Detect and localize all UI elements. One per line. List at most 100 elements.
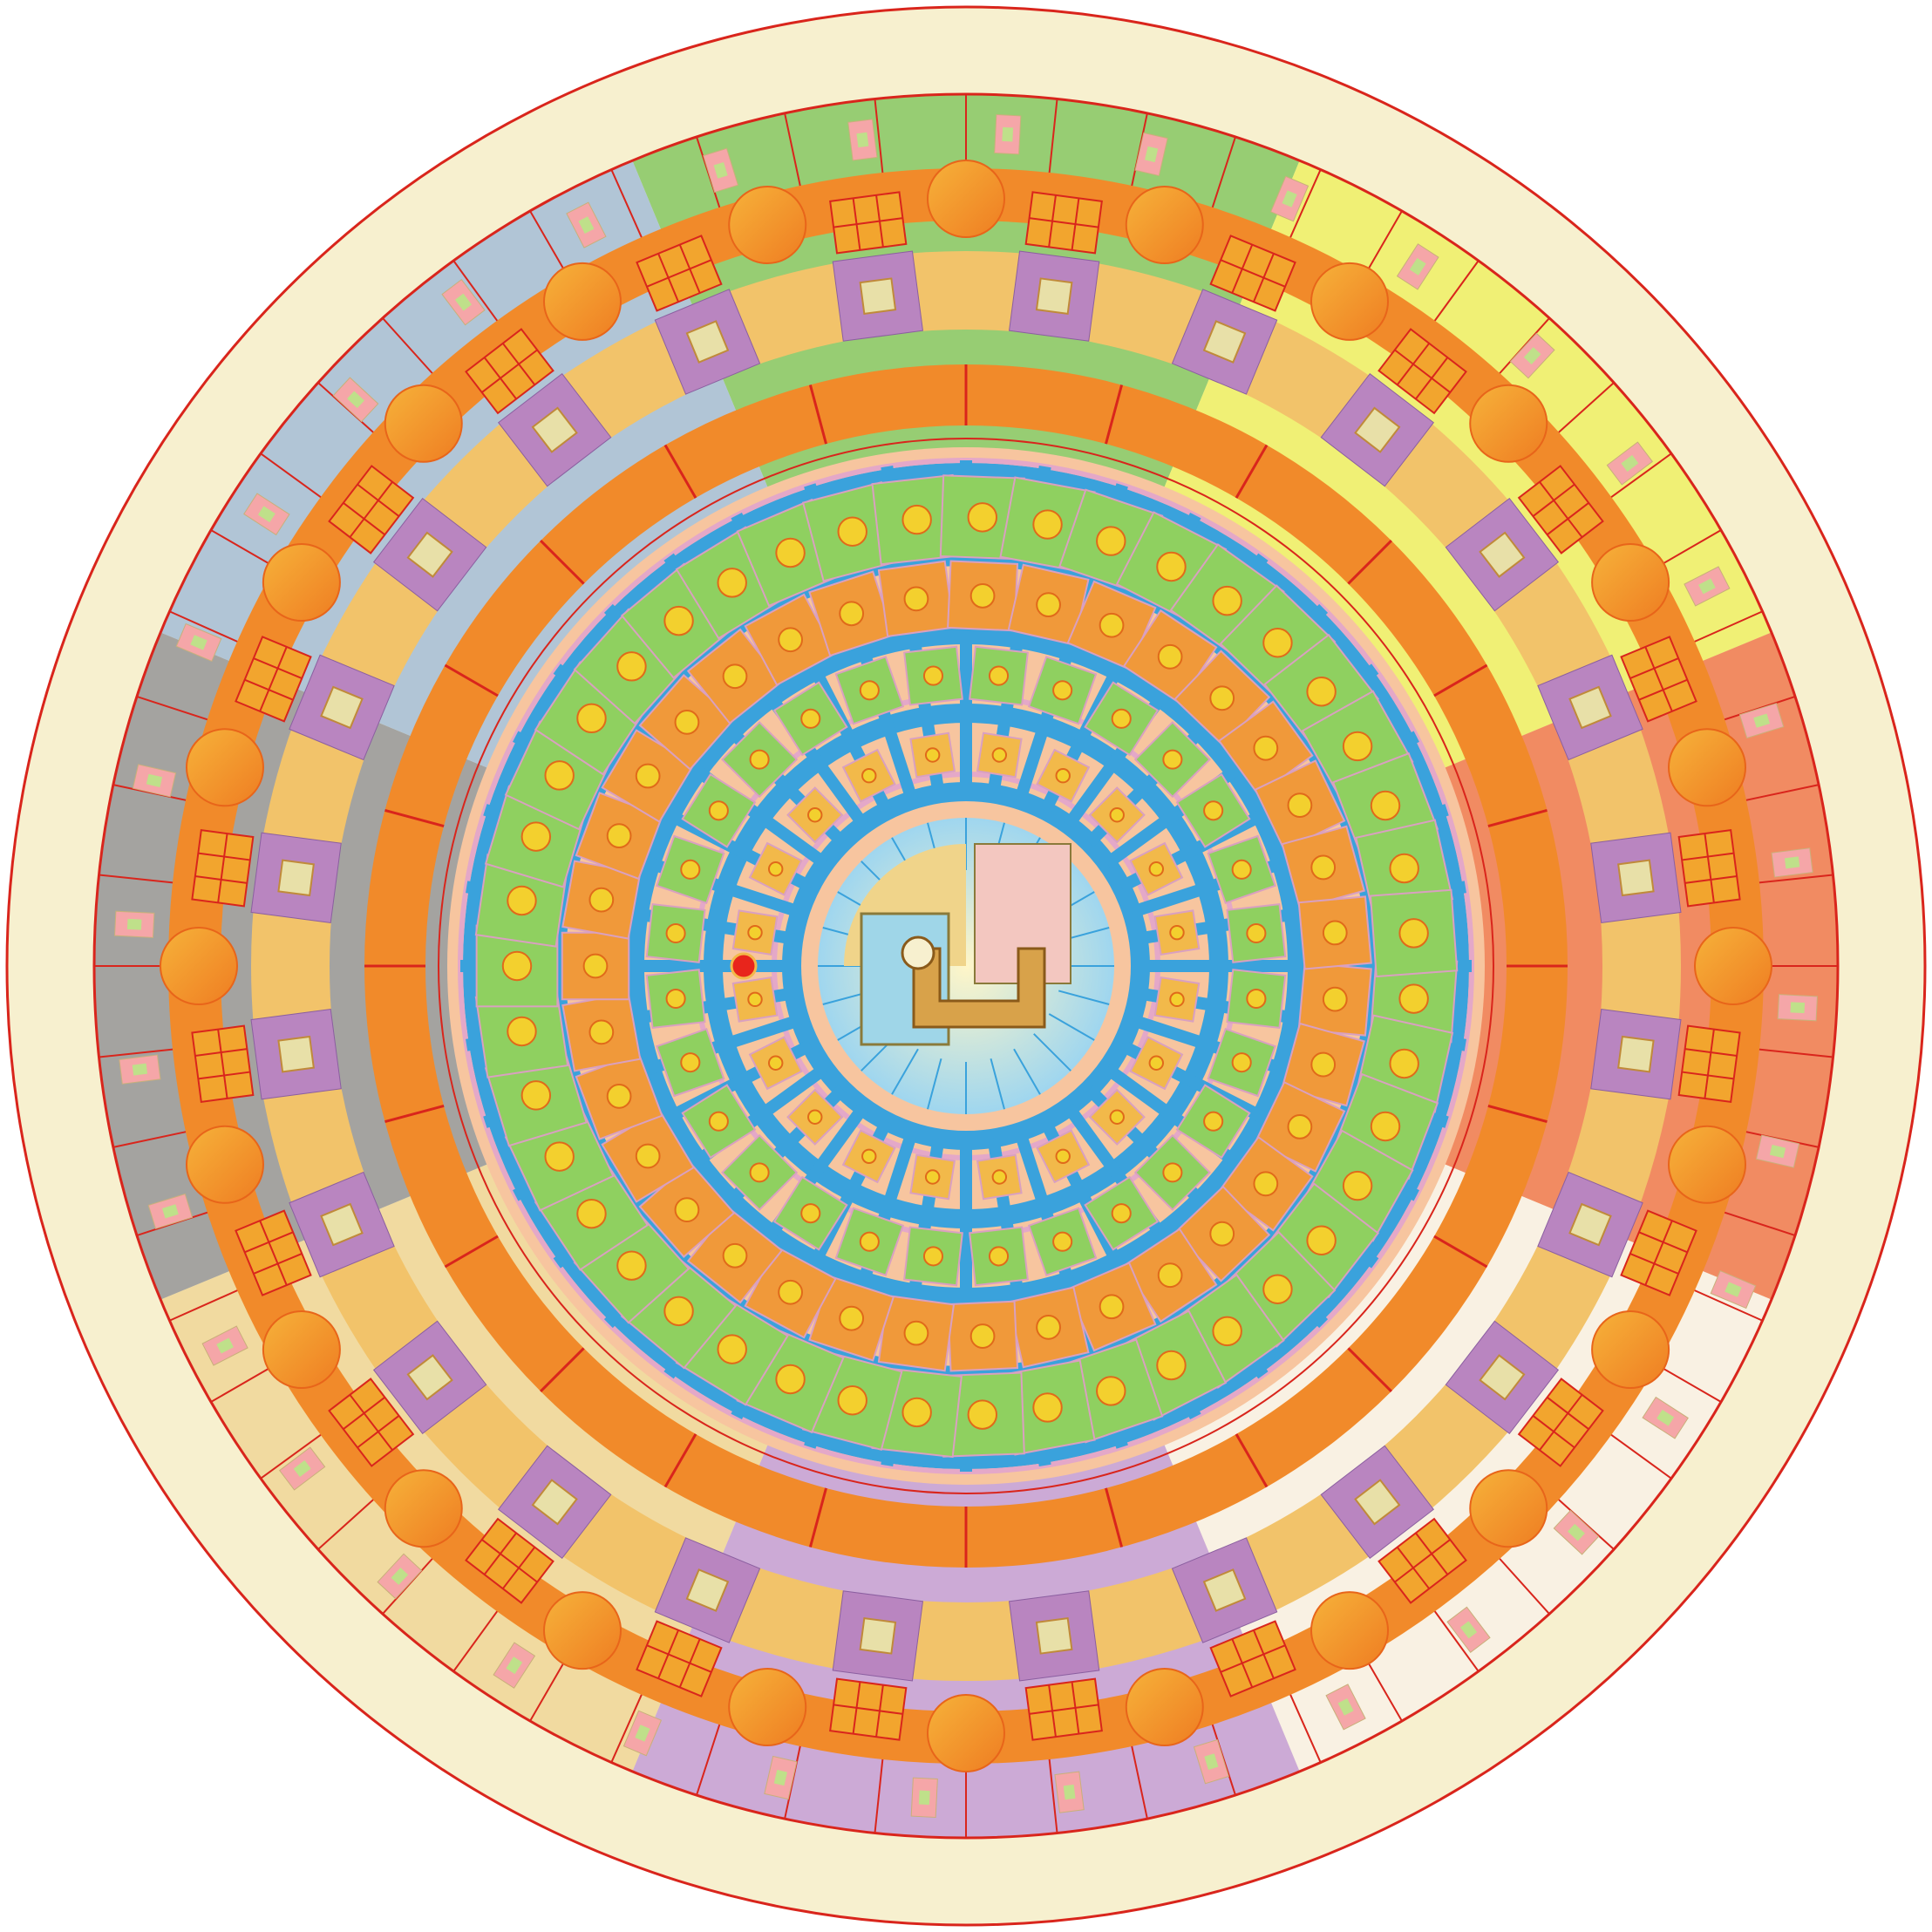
outer-gate-marker: [1684, 566, 1731, 607]
grid-block: [235, 1209, 312, 1296]
tile-center: [1209, 1221, 1235, 1247]
outer-gate-marker: [147, 1193, 194, 1229]
tile-center: [1099, 1294, 1125, 1320]
outer-cell-divider: [1607, 452, 1672, 500]
grid-line: [1394, 1539, 1451, 1583]
tile-center: [708, 1111, 729, 1132]
purple-cell-center: [1617, 859, 1655, 897]
outer-cell-divider: [1741, 784, 1820, 802]
grid-line: [259, 646, 288, 712]
middle-ring-divider: [1487, 808, 1548, 827]
gate-marker-inner: [216, 1337, 234, 1354]
middle-ring-divider: [663, 1433, 697, 1488]
tile-center: [717, 1334, 747, 1364]
outer-cell-divider: [260, 452, 325, 500]
bastion: [262, 543, 341, 622]
outer-cell-divider: [610, 1690, 644, 1763]
tile-center: [606, 1083, 632, 1109]
middle-ring-divider: [808, 1487, 827, 1548]
tile-center: [1162, 1162, 1183, 1183]
bastion: [1469, 1469, 1548, 1548]
outer-cell-divider: [210, 1362, 280, 1403]
outer-cell-divider: [1362, 1652, 1403, 1722]
bastion: [1310, 262, 1389, 341]
middle-ring-divider: [1235, 1433, 1269, 1488]
purple-cell-center: [1035, 1617, 1073, 1655]
tile-center: [1036, 592, 1061, 618]
grid-block: [191, 1024, 255, 1103]
tile-center: [1370, 790, 1401, 821]
core-ray: [1048, 1013, 1095, 1041]
gate-marker-inner: [1769, 1145, 1786, 1159]
tile-center: [1109, 1109, 1125, 1125]
gate-marker-inner: [1725, 1282, 1742, 1297]
outer-gate-marker: [377, 1553, 423, 1600]
outer-cell-divider: [136, 696, 212, 722]
gate-marker-inner: [1337, 1698, 1354, 1716]
core-building: [912, 947, 1046, 1029]
gate-marker-inner: [713, 161, 728, 179]
tile-center: [1052, 680, 1073, 701]
gate-marker-inner: [190, 635, 207, 650]
tile-center: [1156, 1350, 1187, 1381]
purple-cell-center: [277, 1035, 315, 1073]
grid-line: [1539, 481, 1583, 538]
middle-ring-divider: [384, 1105, 445, 1124]
outer-gate-marker: [566, 201, 607, 248]
outer-cell-divider: [1607, 1432, 1672, 1480]
outer-gate-marker: [703, 147, 739, 194]
middle-ring-divider: [1235, 444, 1269, 499]
middle-ring-divider: [1433, 663, 1488, 697]
grid-line: [1644, 1220, 1673, 1286]
outer-cell-divider: [529, 1652, 570, 1722]
red-marker: [730, 952, 758, 980]
purple-cell: [832, 1590, 924, 1682]
core-ray: [1033, 1033, 1071, 1071]
grid-block: [636, 235, 723, 312]
tile-center: [969, 1323, 996, 1349]
gate-marker-inner: [257, 506, 276, 523]
outer-cell-divider: [260, 1432, 325, 1480]
tile-center: [722, 663, 748, 690]
tile-center: [1203, 1111, 1224, 1132]
tile-center: [1398, 918, 1429, 949]
purple-cell: [250, 1008, 342, 1100]
tile-center: [1306, 677, 1337, 707]
outer-cell-divider: [874, 1754, 884, 1833]
bastion: [262, 1310, 341, 1389]
grid-line: [646, 1644, 712, 1673]
gate-marker-inner: [1145, 146, 1159, 163]
gate-marker-inner: [1204, 1753, 1219, 1771]
tile-center: [1032, 1392, 1063, 1423]
tile-center: [544, 760, 575, 791]
sand-band: [251, 251, 1681, 1681]
grid-block: [636, 1620, 723, 1697]
tile-center: [1109, 807, 1125, 823]
outer-cell-divider: [99, 874, 178, 884]
purple-cell: [372, 498, 487, 612]
tile-center: [588, 887, 615, 913]
purple-cell: [1008, 250, 1100, 342]
tile-center: [1231, 1052, 1252, 1073]
bastion: [728, 1668, 807, 1747]
grid-line: [1220, 1644, 1286, 1673]
outer-cell-divider: [1432, 1607, 1480, 1672]
tile-center: [1055, 1148, 1071, 1165]
outer-cell-divider: [1652, 529, 1722, 570]
bastion: [927, 1694, 1005, 1772]
grid-block: [1677, 829, 1741, 908]
gate-marker-inner: [1621, 454, 1639, 473]
bastion: [384, 384, 463, 463]
grid-block: [1378, 1517, 1467, 1604]
outer-gate-marker: [493, 1642, 536, 1689]
middle-ring-divider: [444, 1235, 499, 1269]
grid-block: [465, 1517, 554, 1604]
outer-gate-marker: [1553, 1509, 1600, 1555]
tile-center: [576, 1198, 607, 1229]
gate-marker-inner: [578, 216, 595, 234]
grid-block: [1024, 191, 1103, 255]
tile-center: [1253, 735, 1279, 761]
grid-block: [829, 1677, 908, 1741]
outer-cell-divider: [1754, 874, 1833, 884]
